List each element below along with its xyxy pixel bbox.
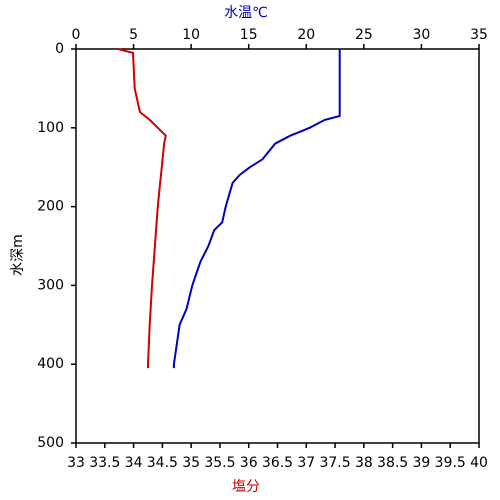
x-tick-label: 36 — [240, 455, 258, 471]
x2-tick-label: 15 — [240, 27, 258, 43]
y-tick-label: 500 — [37, 435, 64, 451]
y-axis-label: 水深m — [10, 234, 26, 276]
bottom-axis-label: 塩分 — [232, 479, 260, 495]
x2-tick-label: 35 — [470, 27, 488, 43]
x2-tick-label: 20 — [297, 27, 315, 43]
x-tick-label: 34.5 — [147, 455, 178, 471]
x-tick-label: 35.5 — [204, 455, 235, 471]
y-tick-label: 0 — [55, 41, 64, 57]
y-tick-label: 400 — [37, 356, 64, 372]
x2-tick-label: 5 — [129, 27, 138, 43]
x-tick-label: 39 — [413, 455, 431, 471]
x2-tick-label: 10 — [182, 27, 200, 43]
x2-tick-label: 30 — [413, 27, 431, 43]
x-tick-label: 37.5 — [319, 455, 350, 471]
y-tick-label: 300 — [37, 277, 64, 293]
y-tick-label: 100 — [37, 120, 64, 136]
x-tick-label: 34 — [125, 455, 143, 471]
x-tick-label: 38.5 — [377, 455, 408, 471]
x-tick-label: 39.5 — [435, 455, 466, 471]
x-tick-label: 33 — [67, 455, 85, 471]
profile-line — [172, 49, 341, 369]
plot-frame — [75, 48, 480, 444]
x-tick-label: 38 — [355, 455, 373, 471]
x-tick-label: 37 — [297, 455, 315, 471]
x-tick-label: 40 — [470, 455, 488, 471]
x-tick-label: 35 — [182, 455, 200, 471]
x-tick-label: 33.5 — [89, 455, 120, 471]
profile-line — [117, 48, 167, 369]
y-tick-label: 200 — [37, 199, 64, 215]
x2-tick-label: 25 — [355, 27, 373, 43]
top-axis-label: 水温℃ — [224, 5, 268, 21]
x2-tick-label: 0 — [72, 27, 81, 43]
x-tick-label: 36.5 — [262, 455, 293, 471]
